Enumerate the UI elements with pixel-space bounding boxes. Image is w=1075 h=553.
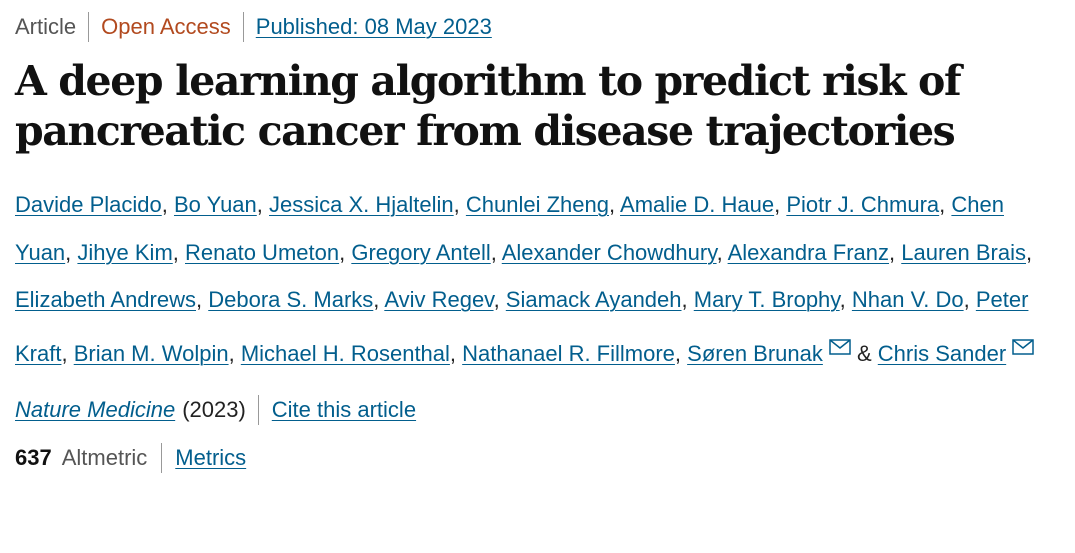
author-separator: ,	[493, 287, 506, 312]
author-separator: ,	[65, 239, 78, 265]
meta-divider	[242, 12, 244, 42]
author-separator: ,	[774, 192, 787, 217]
author-link[interactable]: Bo Yuan	[173, 192, 257, 217]
author-link[interactable]: Alexander Chowdhury	[501, 239, 717, 265]
author-separator: ,	[939, 192, 952, 217]
author-separator: ,	[172, 239, 185, 265]
author-link[interactable]: Amalie D. Haue	[620, 192, 775, 217]
author-link[interactable]: Renato Umeton	[185, 239, 340, 265]
author-separator: ,	[161, 192, 174, 217]
published-date-link[interactable]: Published: 08 May 2023	[255, 14, 492, 39]
author-link[interactable]: Peter Kraft	[15, 287, 1029, 366]
author-link[interactable]: Chris Sander	[877, 340, 1007, 366]
author-separator: &	[850, 340, 878, 366]
article-meta-row: Article Open Access Published: 08 May 20…	[15, 10, 1060, 44]
author-link[interactable]: Michael H. Rosenthal	[240, 340, 450, 366]
journal-year: (2023)	[182, 397, 246, 422]
article-header: Article Open Access Published: 08 May 20…	[15, 10, 1060, 475]
author-link[interactable]: Gregory Antell	[351, 239, 491, 265]
meta-divider	[88, 12, 90, 42]
open-access-label: Open Access	[101, 14, 231, 39]
author-separator: ,	[490, 239, 502, 265]
author-separator: ,	[196, 287, 209, 312]
author-link[interactable]: Davide Placido	[15, 192, 162, 217]
author-link[interactable]: Aviv Regev	[384, 287, 494, 312]
author-link[interactable]: Chen Yuan	[15, 192, 1004, 265]
author-separator: ,	[256, 192, 270, 217]
author-link[interactable]: Brian M. Wolpin	[73, 340, 229, 366]
envelope-icon[interactable]	[1012, 324, 1034, 355]
article-type: Article	[15, 14, 77, 39]
altmetric-count: 637	[15, 445, 52, 470]
author-separator: ,	[228, 340, 241, 366]
author-separator: ,	[609, 192, 621, 217]
altmetric-label: Altmetric	[61, 445, 148, 470]
author-separator: ,	[453, 192, 466, 217]
author-link[interactable]: Nathanael R. Fillmore	[462, 340, 675, 366]
author-link[interactable]: Nhan V. Do	[851, 287, 964, 312]
author-separator: ,	[963, 287, 976, 312]
author-link[interactable]: Lauren Brais	[901, 239, 1026, 265]
author-separator: ,	[1026, 239, 1033, 265]
author-link[interactable]: Elizabeth Andrews	[15, 287, 196, 312]
journal-name-link[interactable]: Nature Medicine	[15, 397, 176, 422]
author-separator: ,	[449, 340, 463, 366]
author-link[interactable]: Piotr J. Chmura	[786, 192, 940, 217]
author-link[interactable]: Alexandra Franz	[727, 239, 890, 265]
author-link[interactable]: Debora S. Marks	[208, 287, 374, 312]
author-separator: ,	[681, 287, 694, 312]
author-separator: ,	[61, 340, 74, 366]
author-separator: ,	[839, 287, 852, 312]
author-link[interactable]: Jessica X. Hjaltelin	[269, 192, 454, 217]
envelope-icon[interactable]	[829, 324, 851, 355]
author-separator: ,	[674, 340, 688, 366]
author-list: Davide Placido, Bo Yuan, Jessica X. Hjal…	[15, 181, 1060, 377]
author-separator: ,	[373, 287, 385, 312]
cite-article-link[interactable]: Cite this article	[271, 397, 417, 422]
author-link[interactable]: Søren Brunak	[687, 340, 823, 366]
author-link[interactable]: Mary T. Brophy	[693, 287, 840, 312]
author-link[interactable]: Jihye Kim	[77, 239, 173, 265]
metrics-row: 637 Altmetric Metrics	[15, 441, 1060, 475]
metrics-link[interactable]: Metrics	[175, 445, 247, 470]
author-link[interactable]: Siamack Ayandeh	[505, 287, 682, 312]
metrics-divider	[161, 443, 163, 473]
author-separator: ,	[339, 239, 352, 265]
article-title: A deep learning algorithm to predict ris…	[15, 57, 962, 155]
author-separator: ,	[889, 239, 902, 265]
author-link[interactable]: Chunlei Zheng	[465, 192, 609, 217]
journal-row: Nature Medicine (2023) Cite this article	[15, 393, 1060, 427]
journal-divider	[257, 395, 259, 425]
author-separator: ,	[716, 239, 728, 265]
